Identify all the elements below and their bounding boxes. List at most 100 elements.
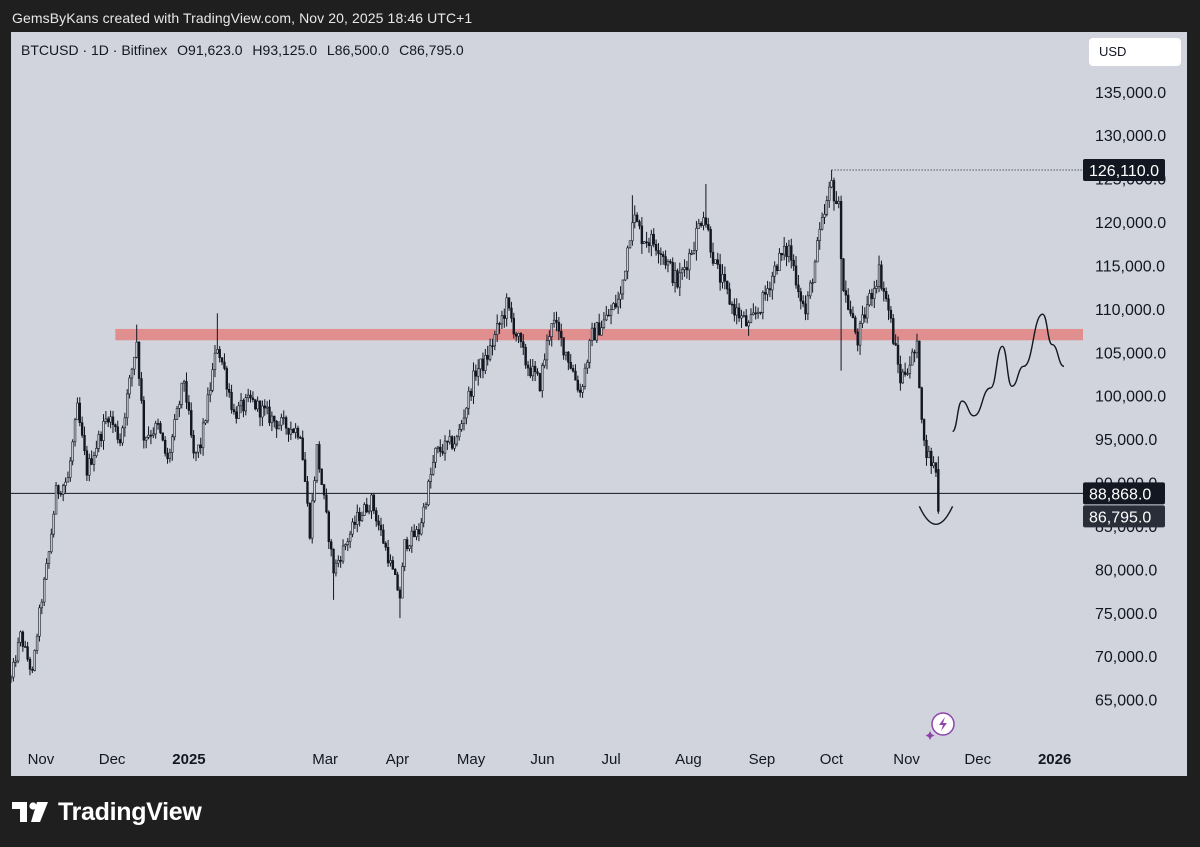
candle-body [268,406,271,424]
candle-body [918,340,921,389]
candle-body [311,500,314,539]
candle-body [334,562,338,574]
candle-body [370,494,373,512]
candle-body [332,548,335,574]
candle-body [130,368,134,379]
candle-body [903,371,907,375]
candle-body [424,504,428,508]
y-tick-label: 135,000.0 [1095,85,1166,102]
candle-body [889,309,893,319]
candle-body [225,368,229,390]
y-tick-label: 110,000.0 [1095,302,1165,319]
candle-body [337,559,340,564]
candle-body [925,439,928,459]
candle-body [870,293,874,299]
candle-body [794,265,798,286]
candle-body [453,443,456,449]
candle-body [270,415,274,424]
candle-body [306,481,309,504]
candle-body [683,267,686,270]
candle-body [785,245,788,258]
candle-body [182,381,186,384]
candle-body [73,419,77,443]
symbol-label[interactable]: BTCUSD · 1D · Bitfinex [21,42,168,58]
candle-body [896,344,900,365]
candle-body [28,658,32,670]
candle-body [346,541,349,545]
candle-body [386,546,390,564]
candle-body [877,264,881,287]
bottom-arc-drawing[interactable] [918,506,954,525]
candle-body [614,303,617,308]
candle-body [576,379,580,391]
candle-body [33,650,36,671]
candle-body [507,297,511,309]
candle-body [315,444,319,481]
candle-body [85,450,89,476]
chart-area[interactable]: 140,000.0135,000.0130,000.0125,000.0120,… [11,32,1187,776]
candle-body [868,293,871,306]
candle-body [372,494,376,511]
candle-body [752,312,755,315]
candle-body [500,315,504,325]
x-tick-label: 2026 [1038,751,1071,768]
candle-body [199,444,202,449]
candle-body [631,222,634,242]
candle-body [102,421,105,442]
candle-body [692,250,696,254]
candle-body [486,355,489,360]
candle-body [180,382,183,405]
candle-body [804,303,807,315]
candle-body [887,298,890,311]
candle-body [922,419,926,441]
chart-credit: GemsByKans created with TradingView.com,… [12,10,473,26]
candle-body [816,240,819,263]
candle-body [427,481,430,506]
candle-body [707,224,710,230]
candle-body [218,349,221,359]
y-tick-label: 95,000.0 [1095,432,1157,449]
candle-body [26,646,29,660]
candle-body [510,307,513,319]
candle-body [43,578,46,603]
candle-body [455,436,459,445]
candle-body [737,307,741,319]
candle-body [756,311,760,314]
x-tick-label: Mar [312,751,338,768]
currency-button[interactable]: USD [1089,38,1181,66]
candle-body [394,569,397,575]
candle-body [699,223,703,226]
projection-drawing[interactable] [951,313,1065,433]
candle-body [930,450,933,467]
candle-body [197,444,200,453]
candle-body [735,307,738,316]
candle-body [474,370,478,377]
candle-body [600,327,603,336]
candle-body [761,292,765,313]
candle-body [650,233,653,246]
candle-body [99,434,103,442]
tradingview-brand[interactable]: TradingView [12,796,202,828]
y-tick-label: 70,000.0 [1095,649,1157,666]
candle-body [669,261,672,263]
candle-body [797,284,800,293]
candle-body [567,351,570,363]
x-tick-label: 2025 [172,751,205,768]
candle-body [730,303,734,306]
candle-body [676,270,679,288]
y-tick-label: 120,000.0 [1095,215,1166,232]
candle-body [280,417,283,426]
candle-body [593,327,596,341]
candle-body [339,559,342,562]
candle-body [564,351,568,356]
candle-body [446,440,449,443]
candle-body [493,334,497,347]
candle-body [254,399,257,410]
candle-body [431,461,435,475]
candle-body [723,274,727,282]
candle-body [768,288,772,291]
candle-body [726,280,729,290]
candle-body [775,265,779,272]
candle-body [417,529,421,535]
candle-body [237,405,240,419]
